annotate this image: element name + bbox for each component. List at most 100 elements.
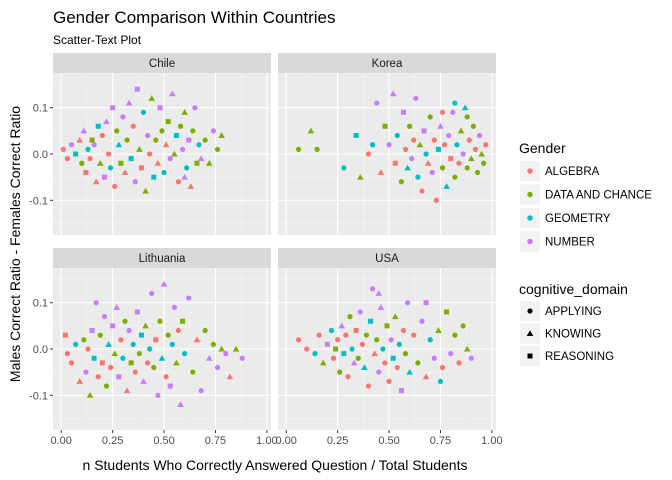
data-point: [151, 364, 157, 371]
data-point: [165, 332, 171, 338]
data-point: [382, 360, 388, 366]
data-point: [62, 332, 68, 338]
data-point: [105, 341, 112, 347]
legend-key-algebra: [527, 168, 533, 174]
data-point: [295, 146, 302, 152]
data-point: [68, 360, 75, 366]
data-point: [359, 341, 365, 347]
data-point: [194, 160, 200, 166]
data-point: [134, 309, 140, 315]
data-point: [120, 114, 126, 120]
data-point: [140, 109, 147, 115]
data-point: [341, 165, 347, 171]
data-point: [107, 165, 114, 171]
data-point: [411, 137, 417, 143]
data-point: [328, 327, 335, 334]
data-point: [392, 160, 398, 166]
data-point: [415, 174, 421, 180]
chart-subtitle: Scatter-Text Plot: [53, 33, 142, 47]
data-point: [345, 374, 351, 380]
data-point: [384, 323, 390, 329]
data-point: [190, 128, 196, 134]
data-point: [147, 346, 153, 352]
data-point: [160, 280, 168, 287]
data-point: [202, 137, 208, 143]
data-point: [181, 109, 188, 115]
data-point: [155, 392, 161, 398]
facet-panel-chile: Chile -0.1 0.0 0.1: [29, 53, 271, 235]
data-point: [112, 183, 118, 189]
data-point: [343, 332, 349, 338]
data-point: [415, 360, 421, 366]
facet-strip-label: USA: [375, 253, 399, 265]
data-point: [424, 159, 432, 166]
data-point: [197, 155, 205, 162]
data-point: [118, 160, 124, 166]
data-point: [419, 188, 425, 194]
facet-strip: [278, 53, 496, 73]
legend-label: REASONING: [545, 351, 614, 363]
data-point: [95, 374, 101, 380]
legend-label: GEOMETRY: [545, 213, 611, 225]
data-point: [103, 383, 110, 389]
data-point: [409, 156, 415, 162]
data-point: [355, 355, 361, 361]
data-point: [478, 150, 485, 157]
data-point: [110, 105, 116, 111]
data-point: [396, 341, 402, 347]
data-point: [386, 378, 392, 384]
data-point: [153, 137, 159, 143]
data-point: [468, 155, 475, 162]
legend-key-applying: [527, 308, 533, 314]
data-point: [353, 327, 359, 333]
data-point: [337, 369, 343, 375]
data-point: [73, 341, 79, 347]
data-point: [73, 151, 79, 157]
x-tick-label: 0.25: [327, 435, 348, 447]
data-point: [214, 364, 221, 371]
data-point: [218, 345, 225, 352]
data-point: [416, 141, 424, 148]
data-point: [370, 286, 376, 292]
data-point: [376, 369, 382, 375]
data-point: [464, 165, 470, 171]
data-point: [128, 156, 134, 162]
data-point: [375, 290, 383, 296]
data-point: [380, 346, 386, 352]
data-point: [158, 354, 166, 361]
legend-key-data-and-chance: [527, 191, 533, 198]
data-point: [457, 127, 465, 134]
legend-key-knowing: [526, 330, 534, 336]
data-point: [427, 114, 433, 120]
data-point: [110, 323, 116, 329]
x-tick-label: 1.00: [256, 435, 277, 447]
data-point: [105, 151, 112, 157]
data-point: [439, 364, 446, 371]
data-point: [168, 90, 176, 97]
data-point: [163, 374, 169, 380]
data-points: [295, 286, 474, 394]
data-point: [145, 360, 151, 366]
data-point: [128, 360, 134, 366]
data-point: [154, 159, 162, 166]
data-point: [157, 318, 163, 324]
legend-label: ALGEBRA: [545, 166, 600, 178]
y-tick-label: 0.1: [33, 298, 48, 310]
data-point: [435, 327, 442, 333]
shape-legend-title: cognitive_domain: [519, 281, 628, 297]
data-points: [60, 86, 225, 194]
data-point: [138, 165, 144, 171]
facet-strip: [278, 248, 496, 268]
x-tick-label: 0.00: [276, 435, 297, 447]
x-tick-label: 0.50: [153, 435, 174, 447]
data-point: [394, 132, 400, 139]
data-point: [324, 341, 330, 347]
data-point: [404, 300, 411, 306]
data-point: [439, 165, 446, 171]
data-point: [390, 355, 396, 361]
x-tick-label: 0.25: [102, 435, 123, 447]
data-point: [149, 290, 155, 297]
y-tick-label: -0.1: [29, 195, 48, 207]
legend-label: KNOWING: [545, 329, 601, 341]
data-point: [198, 388, 204, 394]
